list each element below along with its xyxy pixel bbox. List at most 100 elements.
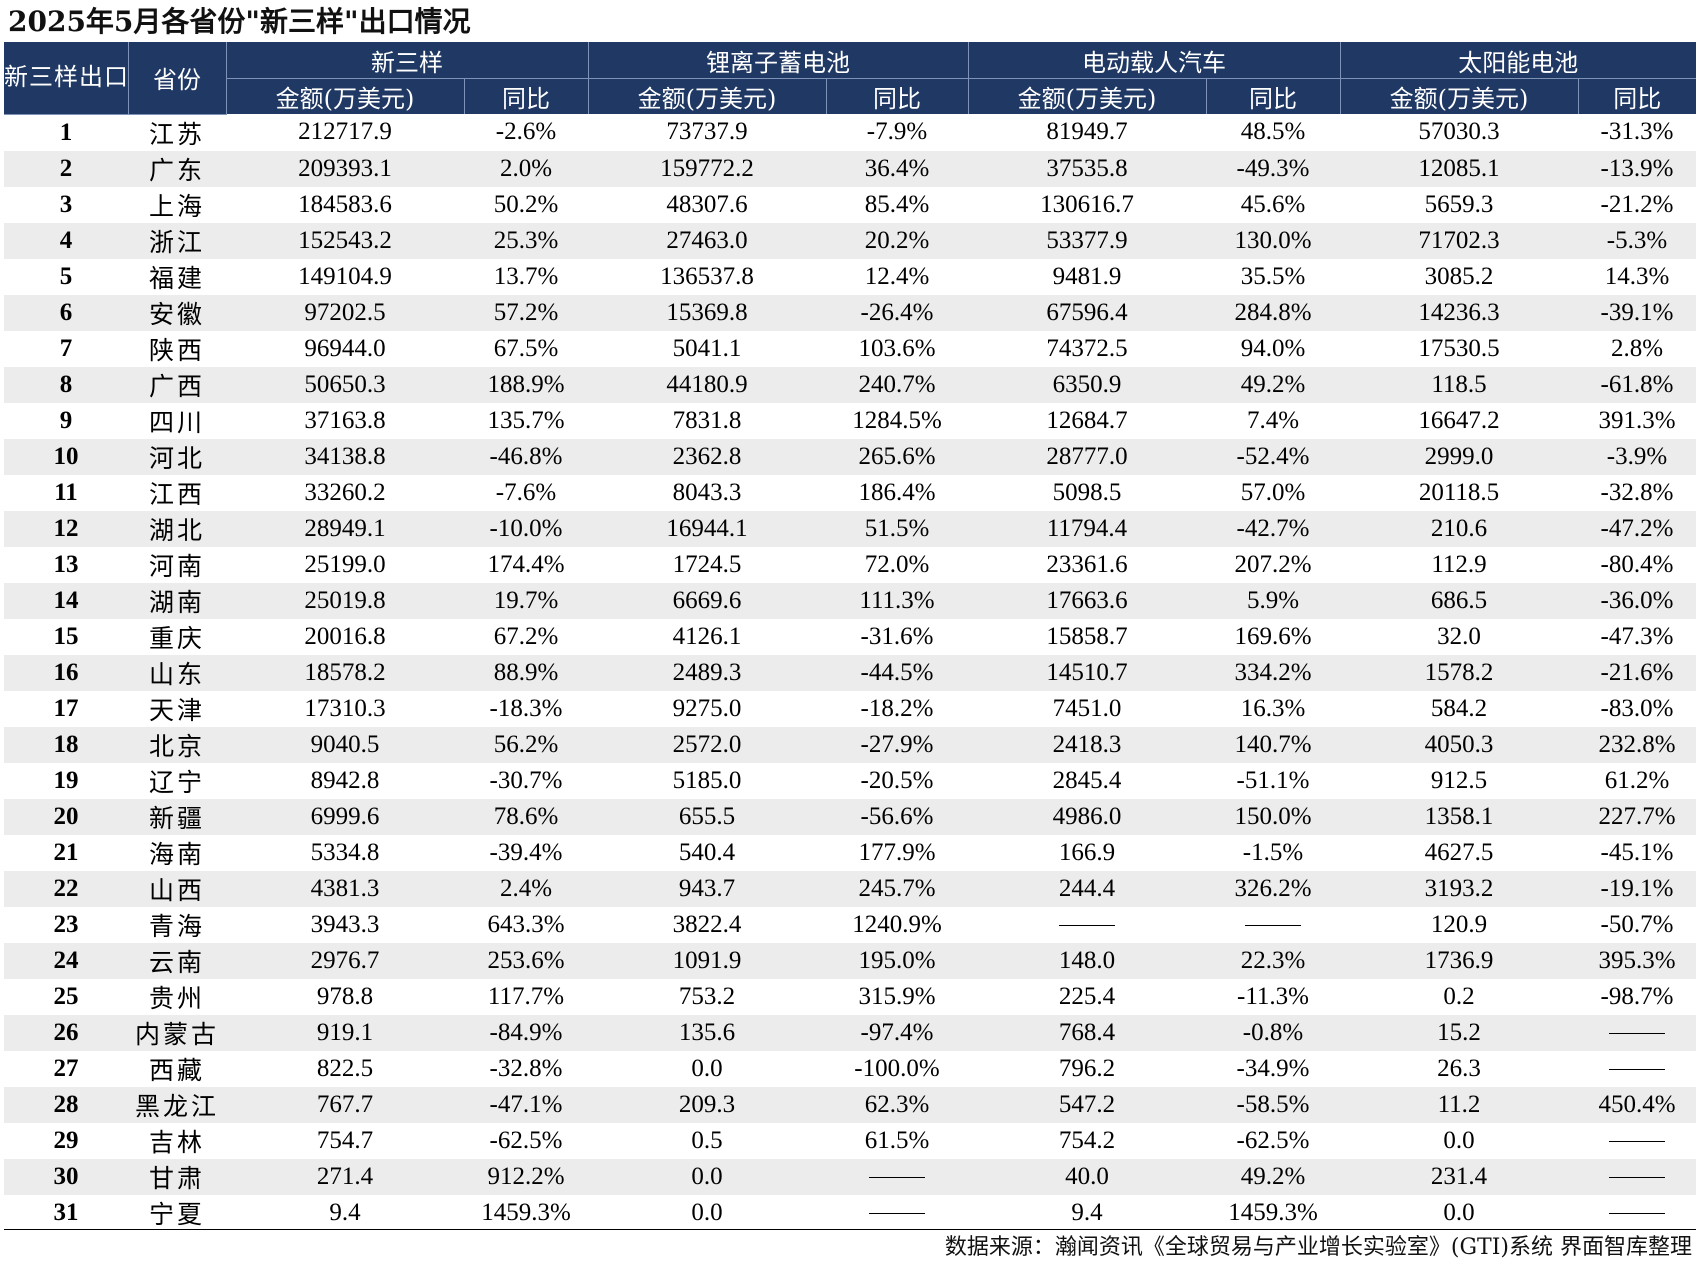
solar-yoy-cell: -50.7% xyxy=(1578,907,1696,943)
source-note: 数据来源：瀚闻资讯《全球贸易与产业增长实验室》(GTI)系统 界面智库整理 xyxy=(944,1235,1692,1260)
ev-amount-cell: 9.4 xyxy=(968,1195,1206,1231)
table-body: 1 江苏 212717.9 -2.6% 73737.9 -7.9% 81949.7 48.5%… xyxy=(4,114,1696,1231)
rank-cell: 11 xyxy=(4,475,128,511)
battery-yoy-value: 72.0% xyxy=(864,550,930,578)
solar-amount-cell: 26.3 xyxy=(1340,1051,1578,1087)
total-amount-cell: 25199.0 xyxy=(226,547,464,583)
total-yoy-cell: 57.2% xyxy=(464,294,588,331)
rank-value: 11 xyxy=(54,478,78,506)
rank-value: 13 xyxy=(53,550,79,578)
battery-yoy-value: -26.4% xyxy=(860,298,934,326)
ev-yoy-value: 130.0% xyxy=(1234,226,1312,254)
battery-amount-cell: 16944.1 xyxy=(588,510,826,547)
ev-amount-value: 14510.7 xyxy=(1046,658,1128,686)
rank-cell: 4 xyxy=(4,222,128,259)
battery-amount-cell: 540.4 xyxy=(588,835,826,871)
ev-amount-cell: 81949.7 xyxy=(968,114,1206,151)
solar-yoy-value: -32.8% xyxy=(1600,478,1674,506)
solar-amount-value: 20118.5 xyxy=(1418,478,1500,506)
battery-yoy-cell: 20.2% xyxy=(826,222,968,259)
ev-amount-value: 37535.8 xyxy=(1046,154,1128,182)
ev-yoy-value: -34.9% xyxy=(1236,1054,1310,1082)
battery-amount-cell: 655.5 xyxy=(588,798,826,835)
ev-amount-value: 547.2 xyxy=(1058,1090,1116,1118)
ev-amount-cell xyxy=(968,907,1206,943)
total-amount-cell: 754.7 xyxy=(226,1123,464,1159)
rank-cell: 17 xyxy=(4,691,128,727)
battery-yoy-value: 20.2% xyxy=(864,226,930,254)
province-cell: 新疆 xyxy=(128,798,226,835)
ev-amount-value: 2845.4 xyxy=(1052,766,1122,794)
ev-amount-value: 130616.7 xyxy=(1040,190,1134,218)
solar-yoy-cell: 14.3% xyxy=(1578,259,1696,295)
ev-yoy-cell: 150.0% xyxy=(1206,798,1340,835)
solar-yoy-value: 395.3% xyxy=(1598,946,1676,974)
rank-cell: 20 xyxy=(4,798,128,835)
battery-yoy-value: 265.6% xyxy=(858,442,936,470)
battery-amount-value: 1724.5 xyxy=(672,550,742,578)
solar-yoy-value: -98.7% xyxy=(1600,982,1674,1010)
rank-value: 12 xyxy=(53,514,79,542)
battery-amount-cell: 0.0 xyxy=(588,1158,826,1195)
solar-yoy-value: -47.3% xyxy=(1600,622,1674,650)
total-yoy-value: 912.2% xyxy=(487,1162,565,1190)
page-title: 2025年5月各省份"新三样"出口情况 xyxy=(8,5,471,38)
table-row: 11 江西 33260.2 -7.6% 8043.3 186.4% 5098.5 57.0% 2… xyxy=(4,475,1696,511)
ev-yoy-cell: 169.6% xyxy=(1206,619,1340,655)
battery-amount-value: 0.0 xyxy=(691,1054,723,1082)
group-header-ev: 电动载人汽车 xyxy=(968,42,1341,79)
ev-amount-cell: 28777.0 xyxy=(968,438,1206,475)
province-cell: 北京 xyxy=(128,726,226,763)
battery-yoy-cell: 245.7% xyxy=(826,870,968,907)
total-amount-cell: 9.4 xyxy=(226,1195,464,1231)
solar-yoy-value: -45.1% xyxy=(1600,838,1674,866)
total-yoy-cell: -18.3% xyxy=(464,691,588,727)
total-amount-cell: 209393.1 xyxy=(226,150,464,187)
ev-amount-value: 9.4 xyxy=(1071,1198,1103,1226)
rank-cell: 13 xyxy=(4,547,128,583)
rank-value: 25 xyxy=(53,982,79,1010)
total-yoy-cell: -7.6% xyxy=(464,475,588,511)
total-amount-cell: 33260.2 xyxy=(226,475,464,511)
solar-yoy-cell: -3.9% xyxy=(1578,438,1696,475)
province-value: 广东 xyxy=(148,155,205,185)
total-yoy-value: -39.4% xyxy=(489,838,563,866)
total-yoy-cell: 1459.3% xyxy=(464,1195,588,1231)
ev-amount-cell: 547.2 xyxy=(968,1086,1206,1123)
rank-cell: 10 xyxy=(4,438,128,475)
battery-amount-value: 5041.1 xyxy=(672,334,742,362)
ev-amount-value: 148.0 xyxy=(1058,946,1116,974)
battery-yoy-cell: 315.9% xyxy=(826,979,968,1015)
province-value: 四川 xyxy=(148,407,205,437)
province-value: 陕西 xyxy=(148,335,205,365)
rank-value: 21 xyxy=(53,838,79,866)
total-amount-cell: 2976.7 xyxy=(226,942,464,979)
battery-yoy-value: -18.2% xyxy=(860,694,934,722)
solar-yoy-cell: 395.3% xyxy=(1578,942,1696,979)
table-row: 1 江苏 212717.9 -2.6% 73737.9 -7.9% 81949.7 48.5%… xyxy=(4,114,1696,151)
battery-yoy-cell: -20.5% xyxy=(826,763,968,799)
total-amount-cell: 17310.3 xyxy=(226,691,464,727)
ev-yoy-value: -42.7% xyxy=(1236,514,1310,542)
total-amount-value: 28949.1 xyxy=(304,514,386,542)
solar-amount-cell: 120.9 xyxy=(1340,907,1578,943)
solar-yoy-value: -47.2% xyxy=(1600,514,1674,542)
battery-yoy-value: 315.9% xyxy=(858,982,936,1010)
rank-cell: 6 xyxy=(4,294,128,331)
rank-value: 23 xyxy=(53,910,79,938)
total-amount-value: 17310.3 xyxy=(304,694,386,722)
ev-yoy-value: 140.7% xyxy=(1234,730,1312,758)
rank-cell: 27 xyxy=(4,1051,128,1087)
battery-yoy-cell: 85.4% xyxy=(826,187,968,223)
table-row: 26 内蒙古 919.1 -84.9% 135.6 -97.4% 768.4 -0.8% 15.… xyxy=(4,1014,1696,1051)
rank-value: 10 xyxy=(53,442,79,470)
battery-yoy-value: -100.0% xyxy=(854,1054,940,1082)
battery-yoy-cell: 1240.9% xyxy=(826,907,968,943)
battery-amount-value: 0.0 xyxy=(691,1162,723,1190)
solar-yoy-value: -50.7% xyxy=(1600,910,1674,938)
solar-yoy-value: -31.3% xyxy=(1600,118,1674,146)
battery-yoy-cell: 36.4% xyxy=(826,150,968,187)
battery-yoy-cell xyxy=(826,1195,968,1231)
ev-yoy-cell: 22.3% xyxy=(1206,942,1340,979)
solar-yoy-cell: -5.3% xyxy=(1578,222,1696,259)
